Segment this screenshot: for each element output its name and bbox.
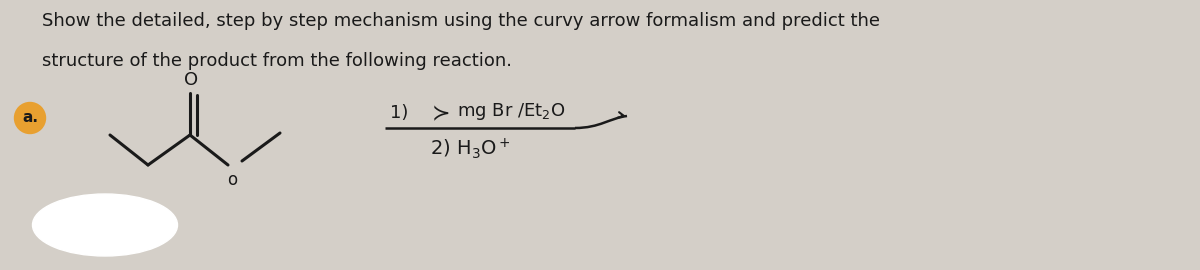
Text: 2) H$_3$O$^+$: 2) H$_3$O$^+$ (430, 136, 510, 161)
Text: o: o (227, 171, 238, 189)
Text: O: O (184, 71, 198, 89)
Text: mg Br /Et$_2$O: mg Br /Et$_2$O (457, 101, 565, 122)
Text: a.: a. (22, 110, 38, 126)
Ellipse shape (32, 194, 178, 256)
Text: 1): 1) (390, 104, 408, 122)
Text: $\succ$: $\succ$ (427, 104, 450, 124)
Circle shape (14, 103, 46, 133)
Text: Show the detailed, step by step mechanism using the curvy arrow formalism and pr: Show the detailed, step by step mechanis… (42, 12, 880, 30)
Text: structure of the product from the following reaction.: structure of the product from the follow… (42, 52, 512, 70)
